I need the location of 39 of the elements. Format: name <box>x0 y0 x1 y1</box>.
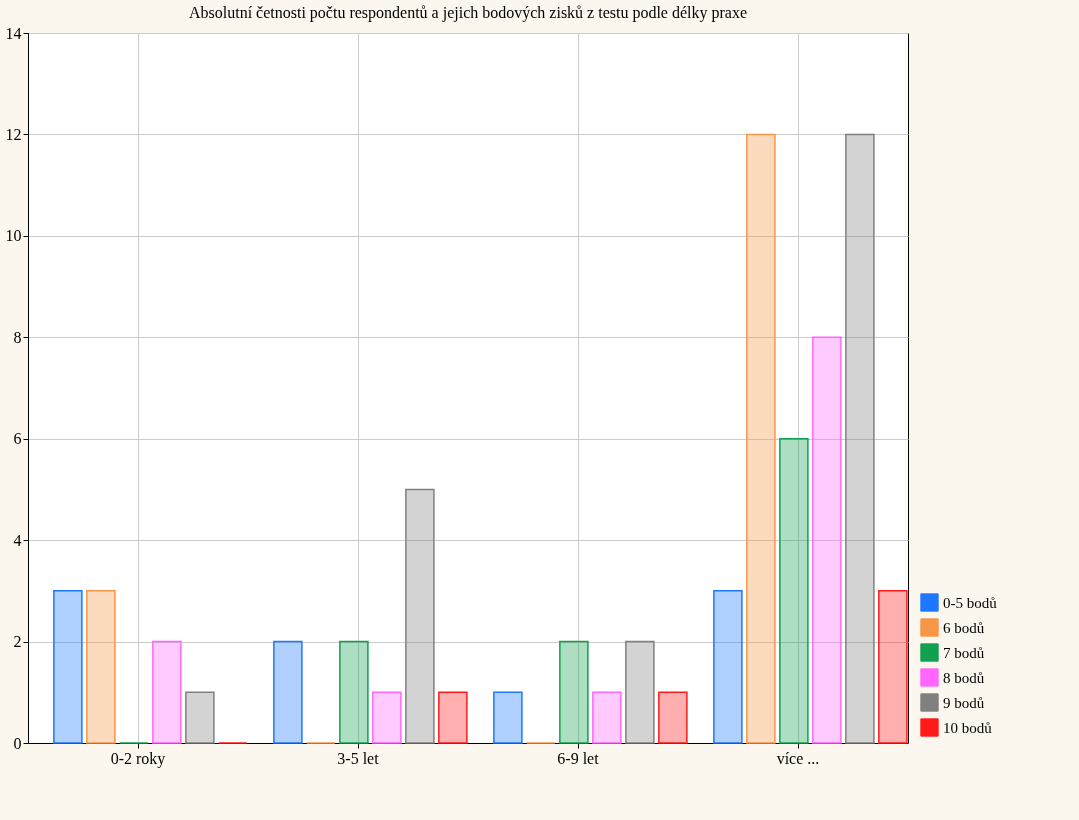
bar <box>592 691 622 744</box>
legend-label: 7 bodů <box>943 644 985 661</box>
y-tick-label: 14 <box>5 24 22 42</box>
x-tick-label: 0-2 roky <box>110 749 166 768</box>
bar <box>185 691 215 744</box>
y-tick-label: 2 <box>13 633 22 651</box>
bar <box>779 437 809 744</box>
bar <box>878 590 908 744</box>
y-tick-label: 10 <box>5 227 22 245</box>
bar <box>152 640 182 744</box>
bar <box>405 488 435 744</box>
y-tick-label: 8 <box>13 328 22 346</box>
y-tick-label: 0 <box>13 734 22 752</box>
bar <box>438 691 468 744</box>
bar <box>559 640 589 744</box>
x-tick-label: 3-5 let <box>337 749 380 767</box>
y-tick-label: 6 <box>13 430 22 448</box>
bar <box>273 640 303 744</box>
legend-label: 9 bodů <box>943 694 985 711</box>
bar <box>372 691 402 744</box>
bar <box>625 640 655 744</box>
y-tick-label: 4 <box>13 531 22 549</box>
chart-title: Absolutní četnosti počtu respondentů a jejich bodových zisků z testu podle délky praxe <box>188 4 748 22</box>
bar <box>812 336 842 744</box>
bar <box>746 133 776 744</box>
bar <box>493 691 523 744</box>
x-tick-label: více ... <box>776 749 820 767</box>
bar <box>658 691 688 744</box>
x-tick-label: 6-9 let <box>557 749 600 767</box>
y-tick-label: 12 <box>5 125 22 143</box>
legend-label: 8 bodů <box>943 669 985 686</box>
bar <box>86 590 116 744</box>
legend-label: 0-5 bodů <box>943 594 998 611</box>
bar <box>713 590 743 744</box>
legend-label: 10 bodů <box>943 719 993 736</box>
bar <box>845 133 875 744</box>
bar <box>53 590 83 744</box>
legend-label: 6 bodů <box>943 619 985 636</box>
bar <box>339 640 369 744</box>
